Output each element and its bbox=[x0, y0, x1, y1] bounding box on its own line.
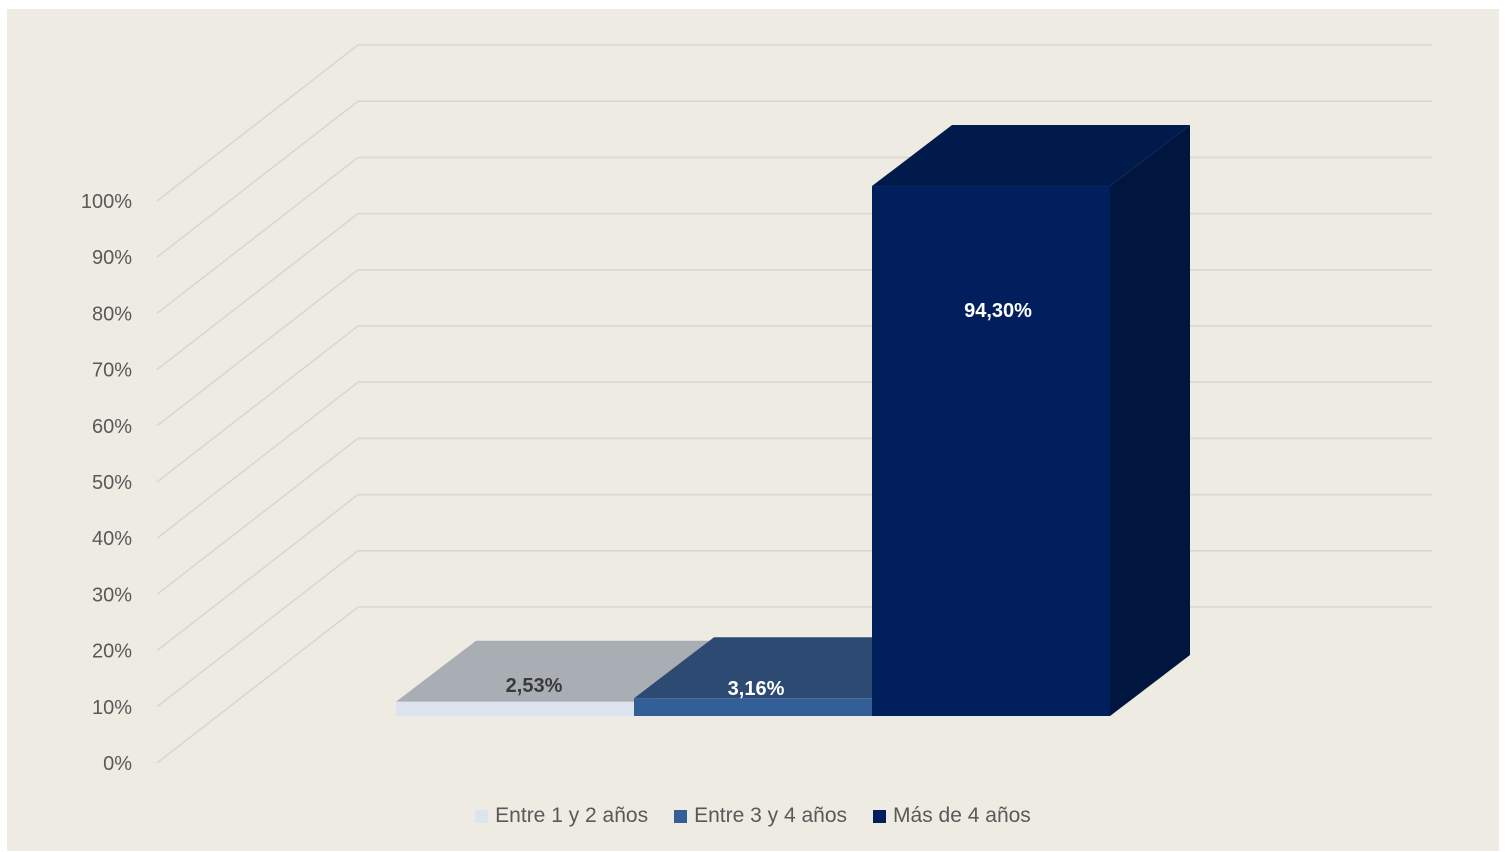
legend-swatch-3 bbox=[873, 809, 887, 823]
gridline-side-1 bbox=[156, 550, 359, 708]
bar-1 bbox=[396, 701, 634, 716]
gridline-side-10 bbox=[156, 44, 359, 202]
y-tick-label-1: 10% bbox=[92, 697, 132, 719]
gridline-side-2 bbox=[156, 493, 359, 652]
y-tick-label-8: 80% bbox=[92, 303, 132, 325]
y-tick-label-2: 20% bbox=[92, 641, 132, 663]
legend-swatch-1 bbox=[475, 809, 489, 823]
y-tick-label-6: 60% bbox=[92, 416, 132, 438]
legend-label-1: Entre 1 y 2 años bbox=[495, 804, 649, 827]
gridline-side-6 bbox=[156, 269, 359, 427]
legend-item-2: Entre 3 y 4 años bbox=[674, 804, 847, 828]
y-tick-label-7: 70% bbox=[92, 360, 132, 382]
data-label-3: 94,30% bbox=[964, 300, 1032, 322]
gridline-side-9 bbox=[156, 100, 359, 258]
data-label-2: 3,16% bbox=[728, 678, 785, 700]
data-label-1: 2,53% bbox=[506, 675, 563, 697]
y-tick-label-5: 50% bbox=[92, 472, 132, 494]
y-tick-label-9: 90% bbox=[92, 247, 132, 269]
legend-item-1: Entre 1 y 2 años bbox=[475, 804, 648, 828]
gridline-side-8 bbox=[156, 156, 359, 315]
gridline-side-3 bbox=[156, 437, 359, 596]
gridline-side-0 bbox=[156, 606, 359, 764]
y-tick-label-4: 40% bbox=[92, 528, 132, 550]
y-tick-label-3: 30% bbox=[92, 584, 132, 606]
bar-3 bbox=[872, 186, 1110, 716]
legend-label-3: Más de 4 años bbox=[893, 804, 1031, 827]
y-tick-label-0: 0% bbox=[103, 753, 132, 775]
legend-item-3: Más de 4 años bbox=[873, 804, 1031, 828]
legend-label-2: Entre 3 y 4 años bbox=[694, 804, 848, 827]
y-tick-label-10: 100% bbox=[81, 191, 132, 213]
gridline-side-4 bbox=[156, 381, 359, 539]
gridline-side-5 bbox=[156, 325, 359, 483]
gridline-side-7 bbox=[156, 212, 359, 371]
bar-2 bbox=[634, 698, 872, 716]
bar-top-3 bbox=[872, 125, 1190, 187]
legend-swatch-2 bbox=[674, 809, 688, 823]
bar-side-3 bbox=[1110, 125, 1190, 716]
bar-top-1 bbox=[396, 640, 714, 702]
legend: Entre 1 y 2 años Entre 3 y 4 años Más de… bbox=[0, 796, 1506, 836]
